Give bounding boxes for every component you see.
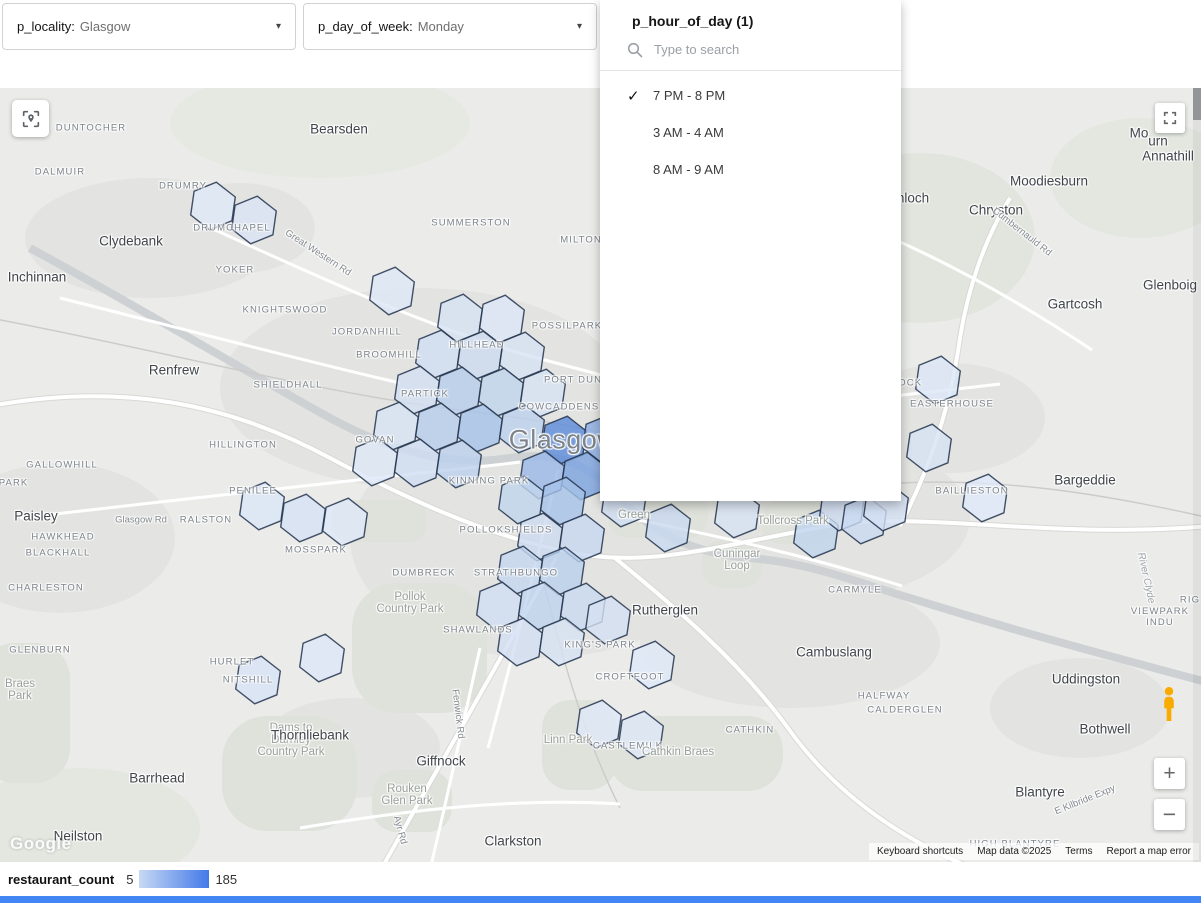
filter-locality[interactable]: p_locality: Glasgow ▾ (2, 3, 296, 50)
terms-link[interactable]: Terms (1065, 846, 1093, 857)
legend-bar: restaurant_count 5 185 (0, 862, 1201, 896)
hour-option[interactable]: ✓3 AM - 4 AM (600, 114, 901, 151)
chevron-down-icon: ▾ (576, 21, 582, 32)
hour-of-day-dropdown: p_hour_of_day (1) ✓ 7 PM - 8 PM ✓3 AM - 4 … (600, 0, 901, 501)
hex-cell[interactable] (584, 595, 632, 645)
hex-cell[interactable] (368, 266, 416, 316)
scrollbar-track[interactable] (1193, 88, 1201, 862)
hour-option[interactable]: ✓8 AM - 9 AM (600, 151, 901, 188)
hex-cell[interactable] (230, 195, 278, 245)
bottom-accent-bar (0, 896, 1201, 903)
search-input[interactable] (652, 41, 866, 58)
hex-cell[interactable] (644, 503, 692, 553)
hour-options: ✓ 7 PM - 8 PM ✓3 AM - 4 AM✓8 AM - 9 AM (600, 71, 901, 188)
dropdown-search (600, 37, 901, 70)
filter-locality-value: Glasgow (79, 19, 131, 34)
map-attribution: Keyboard shortcuts Map data ©2025 Terms … (869, 843, 1199, 860)
filter-locality-label: p_locality: (17, 19, 75, 34)
hex-cell[interactable] (905, 423, 953, 473)
hex-cell[interactable] (321, 497, 369, 547)
search-icon (627, 42, 643, 57)
pegman-icon (1164, 687, 1174, 721)
fullscreen-button[interactable] (1155, 103, 1185, 133)
scrollbar-thumb[interactable] (1193, 88, 1201, 120)
keyboard-shortcuts-link[interactable]: Keyboard shortcuts (877, 846, 964, 857)
zoom-out-button[interactable]: − (1154, 799, 1185, 830)
hex-cell[interactable] (298, 633, 346, 683)
hex-cell[interactable] (498, 404, 546, 454)
hex-cell[interactable] (539, 476, 587, 526)
map-data-text: Map data ©2025 (977, 846, 1052, 857)
locate-pin-icon (22, 110, 39, 127)
hour-option-label: 7 PM - 8 PM (653, 88, 726, 103)
legend-max-value: 185 (215, 871, 238, 887)
filter-day-value: Monday (417, 19, 464, 34)
hex-cell[interactable] (435, 439, 483, 489)
google-logo: Google (10, 834, 72, 853)
legend-gradient (139, 870, 210, 888)
my-location-button[interactable] (12, 100, 49, 137)
hexbin-layer (189, 181, 1009, 760)
fullscreen-icon (1163, 111, 1177, 125)
hex-cell[interactable] (914, 355, 962, 405)
hex-cell[interactable] (961, 473, 1009, 523)
report-error-link[interactable]: Report a map error (1106, 846, 1191, 857)
legend-min-value: 5 (126, 871, 134, 887)
divider (600, 70, 901, 71)
hex-cell[interactable] (234, 655, 282, 705)
filter-day-label: p_day_of_week: (318, 19, 413, 34)
zoom-in-button[interactable]: + (1154, 758, 1185, 789)
hex-cell[interactable] (189, 181, 237, 231)
hour-option-label: 8 AM - 9 AM (653, 162, 724, 177)
hour-option[interactable]: ✓ 7 PM - 8 PM (600, 77, 901, 114)
hour-option-label: 3 AM - 4 AM (653, 125, 724, 140)
chevron-down-icon: ▾ (275, 21, 281, 32)
check-icon: ✓ (627, 87, 640, 105)
hex-cell[interactable] (538, 617, 586, 667)
pegman-button[interactable] (1156, 686, 1182, 722)
legend-label: restaurant_count (8, 871, 115, 887)
hex-cell[interactable] (238, 481, 286, 531)
hex-cell[interactable] (617, 710, 665, 760)
hex-cell[interactable] (575, 699, 623, 749)
filter-day-of-week[interactable]: p_day_of_week: Monday ▾ (303, 3, 597, 50)
hex-cell[interactable] (628, 640, 676, 690)
dropdown-title: p_hour_of_day (1) (632, 13, 754, 29)
